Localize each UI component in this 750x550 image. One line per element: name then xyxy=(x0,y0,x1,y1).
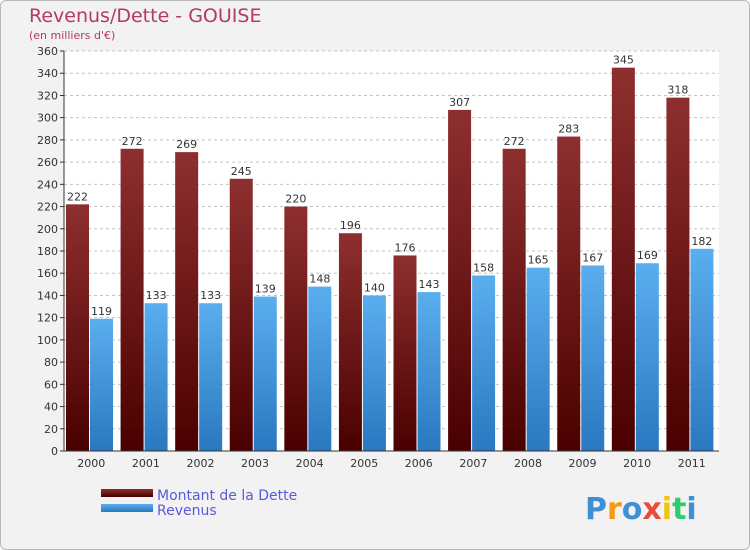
bars-layer: 222 119 272 133 269 133 245 139 220 148 196 140 176 1… xyxy=(66,54,714,452)
bar-debt xyxy=(393,255,417,451)
bar-revenue xyxy=(362,295,386,451)
value-label-debt: 222 xyxy=(67,190,88,203)
bar-debt xyxy=(175,152,199,451)
chart-title: Revenus/Dette - GOUISE xyxy=(29,5,262,27)
bar-revenue xyxy=(526,267,550,451)
value-label-debt: 269 xyxy=(176,138,197,151)
bar-revenue xyxy=(472,275,496,451)
bar-debt xyxy=(611,67,635,452)
axis-layer: 0 20 40 60 80 100 120 140 160 180 200 220 240 260 280 3… xyxy=(37,45,719,470)
bar-revenue xyxy=(581,265,605,451)
y-tick-label: 240 xyxy=(37,178,58,191)
y-tick-label: 60 xyxy=(44,378,58,391)
value-label-debt: 245 xyxy=(231,165,252,178)
chart-subtitle: (en milliers d'€) xyxy=(29,29,116,42)
value-label-revenue: 165 xyxy=(528,254,549,267)
value-label-revenue: 169 xyxy=(637,249,658,262)
bar-debt xyxy=(502,148,526,451)
y-tick-label: 220 xyxy=(37,201,58,214)
x-tick-label: 2011 xyxy=(678,457,706,470)
y-tick-label: 100 xyxy=(37,334,58,347)
bar-debt xyxy=(338,233,362,451)
x-tick-label: 2006 xyxy=(405,457,433,470)
value-label-debt: 318 xyxy=(667,84,688,97)
y-tick-label: 120 xyxy=(37,312,58,325)
bar-revenue xyxy=(253,296,277,451)
y-tick-label: 180 xyxy=(37,245,58,258)
x-tick-label: 2000 xyxy=(77,457,105,470)
y-tick-label: 40 xyxy=(44,401,58,414)
y-tick-label: 80 xyxy=(44,356,58,369)
y-tick-label: 160 xyxy=(37,267,58,280)
bar-revenue xyxy=(90,318,113,451)
x-tick-label: 2004 xyxy=(296,457,324,470)
y-tick-label: 360 xyxy=(37,45,58,58)
y-tick-label: 340 xyxy=(37,67,58,80)
bar-revenue xyxy=(635,263,659,451)
x-tick-label: 2005 xyxy=(350,457,378,470)
value-label-revenue: 182 xyxy=(691,235,712,248)
value-label-debt: 283 xyxy=(558,123,579,136)
y-tick-label: 20 xyxy=(44,423,58,436)
bar-revenue xyxy=(144,303,168,451)
legend-swatch-debt xyxy=(101,489,153,497)
value-label-revenue: 133 xyxy=(200,289,221,302)
x-tick-label: 2002 xyxy=(186,457,214,470)
legend: Montant de la Dette Revenus xyxy=(101,488,297,519)
legend-label-debt: Montant de la Dette xyxy=(157,488,297,504)
value-label-revenue: 167 xyxy=(582,251,603,264)
value-label-revenue: 119 xyxy=(91,305,112,318)
value-label-debt: 272 xyxy=(504,135,525,148)
x-tick-label: 2010 xyxy=(623,457,651,470)
value-label-debt: 220 xyxy=(285,193,306,206)
y-tick-label: 300 xyxy=(37,112,58,125)
value-label-revenue: 148 xyxy=(309,273,330,286)
bar-debt xyxy=(284,206,308,451)
legend-label-revenue: Revenus xyxy=(157,503,217,519)
value-label-revenue: 158 xyxy=(473,261,494,274)
bar-debt xyxy=(120,148,144,451)
value-label-debt: 345 xyxy=(613,54,634,67)
legend-swatch-revenue xyxy=(101,504,153,512)
bar-debt xyxy=(66,204,89,451)
y-tick-label: 0 xyxy=(51,445,58,458)
value-label-debt: 307 xyxy=(449,96,470,109)
value-label-revenue: 139 xyxy=(255,283,276,296)
bar-revenue xyxy=(308,286,332,451)
y-tick-label: 200 xyxy=(37,223,58,236)
y-tick-label: 280 xyxy=(37,134,58,147)
x-tick-label: 2003 xyxy=(241,457,269,470)
y-tick-label: 140 xyxy=(37,289,58,302)
bar-revenue xyxy=(199,303,223,451)
x-tick-label: 2001 xyxy=(132,457,160,470)
bar-debt xyxy=(448,109,472,451)
x-tick-label: 2008 xyxy=(514,457,542,470)
bar-revenue xyxy=(417,292,441,451)
value-label-debt: 196 xyxy=(340,219,361,232)
logo-text: Proxiti xyxy=(585,492,697,527)
bar-debt xyxy=(666,97,690,452)
x-tick-label: 2007 xyxy=(459,457,487,470)
grid-layer xyxy=(64,50,719,452)
y-tick-label: 260 xyxy=(37,156,58,169)
value-label-revenue: 140 xyxy=(364,281,385,294)
y-tick-label: 320 xyxy=(37,89,58,102)
bar-debt xyxy=(229,178,253,451)
x-tick-label: 2009 xyxy=(569,457,597,470)
value-label-debt: 272 xyxy=(122,135,143,148)
proxiti-logo: Proxiti xyxy=(585,492,697,527)
value-label-debt: 176 xyxy=(395,241,416,254)
value-label-revenue: 133 xyxy=(146,289,167,302)
bar-debt xyxy=(557,136,581,452)
value-label-revenue: 143 xyxy=(419,278,440,291)
bar-revenue xyxy=(690,248,714,451)
